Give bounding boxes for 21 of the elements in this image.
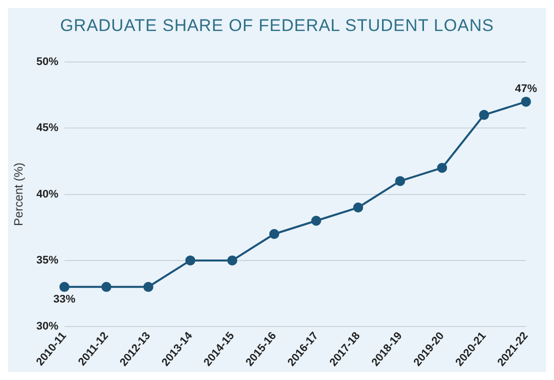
y-axis-title: Percent (%) <box>12 162 26 226</box>
point <box>395 176 406 186</box>
chart-title: GRADUATE SHARE OF FEDERAL STUDENT LOANS <box>59 15 495 37</box>
y-tick-label: 45% <box>36 122 59 134</box>
point <box>353 202 364 213</box>
point <box>521 96 531 107</box>
data-label: 33% <box>53 293 76 306</box>
point <box>101 282 112 292</box>
point <box>59 282 70 292</box>
data-label: 47% <box>514 83 538 96</box>
y-tick-label: 30% <box>36 320 59 333</box>
point <box>185 255 196 266</box>
y-tick-label: 50% <box>36 56 59 68</box>
point <box>437 162 448 173</box>
point <box>227 255 238 266</box>
point <box>311 216 322 226</box>
y-tick-label: 35% <box>36 254 59 266</box>
point <box>143 282 154 292</box>
y-tick-label: 40% <box>36 188 59 200</box>
point <box>269 228 280 239</box>
point <box>479 110 490 120</box>
